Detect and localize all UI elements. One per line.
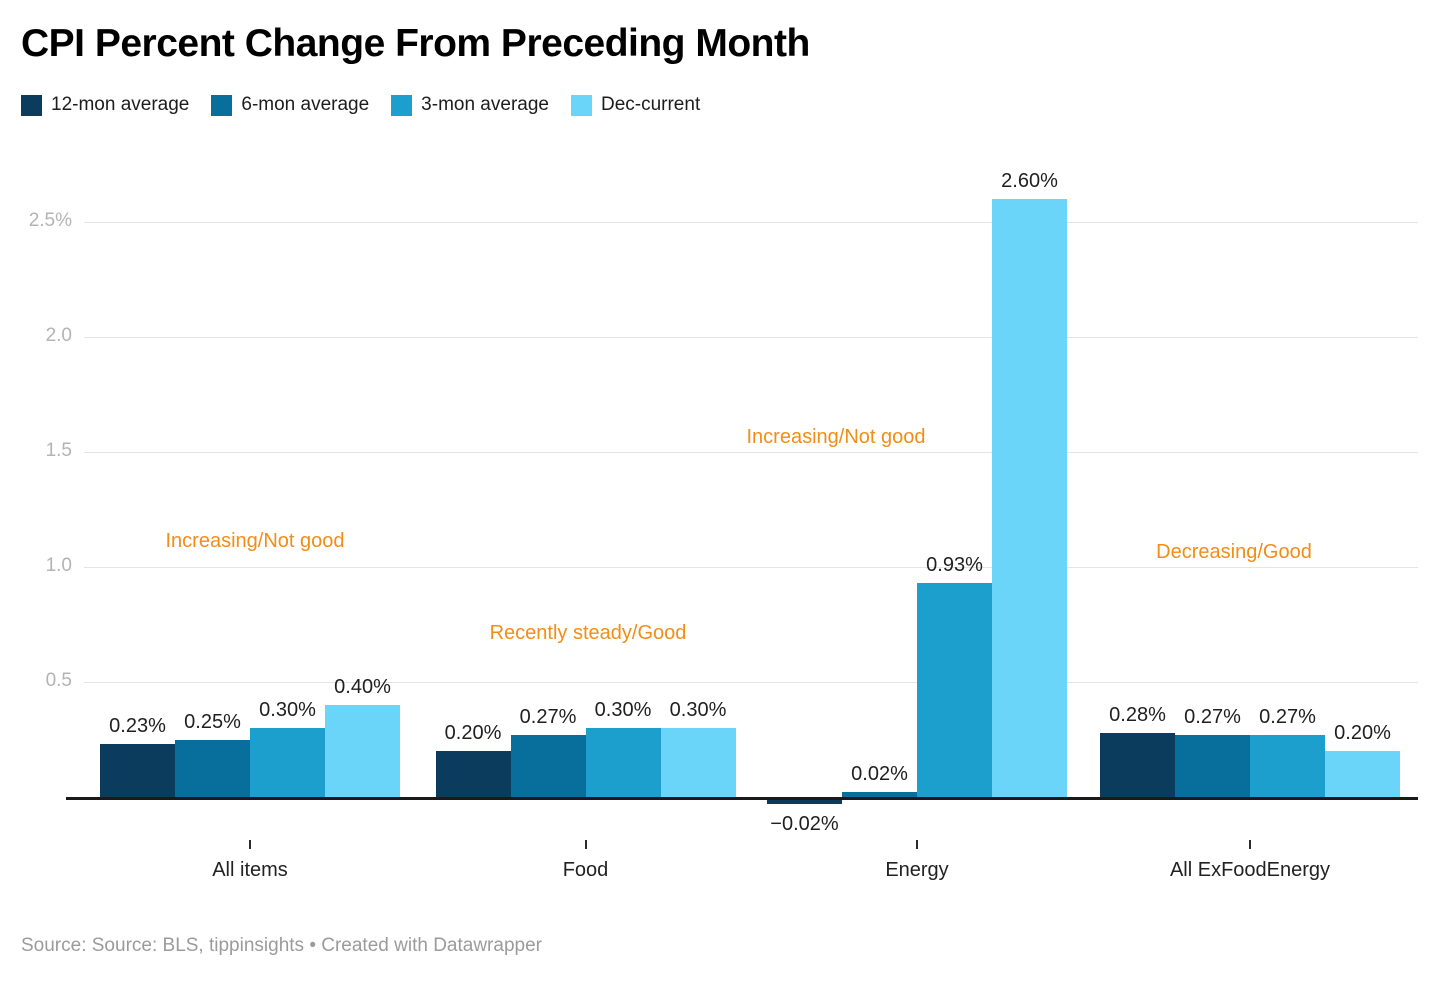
x-axis-category-label: All items: [212, 859, 288, 881]
bar-6-mon-average-energy[interactable]: [842, 792, 917, 797]
chart-annotation: Decreasing/Good: [1156, 541, 1312, 563]
bar-3-mon-average-all-exfoodenergy[interactable]: [1250, 734, 1325, 797]
legend-label: 12-mon average: [51, 94, 190, 115]
x-axis-category-label: All ExFoodEnergy: [1169, 859, 1331, 881]
legend-item-12-mon-average: 12-mon average: [21, 94, 189, 116]
gridline: [84, 567, 1418, 568]
x-axis-category-label: Energy: [885, 859, 949, 881]
bar-3-mon-average-energy[interactable]: [917, 583, 992, 797]
legend-item-3-mon-average: 3-mon average: [391, 94, 549, 116]
bar-dec-current-all-exfoodenergy[interactable]: [1325, 751, 1400, 797]
chart-annotation: Recently steady/Good: [489, 622, 687, 644]
bar-value-label: 0.30%: [594, 699, 652, 721]
x-axis-category-label: Food: [562, 859, 609, 881]
legend-swatch-icon: [211, 94, 233, 116]
x-axis-tick: [249, 840, 251, 849]
legend-swatch-icon: [570, 94, 592, 116]
bar-3-mon-average-all-items[interactable]: [250, 728, 325, 797]
legend: 12-mon average 6-mon average 3-mon average…: [21, 94, 700, 116]
gridline: [84, 337, 1418, 338]
bar-6-mon-average-all-items[interactable]: [175, 739, 250, 797]
legend-label: 3-mon average: [421, 94, 549, 115]
legend-label: 6-mon average: [241, 94, 370, 115]
chart-annotation: Increasing/Not good: [746, 426, 926, 448]
chart-annotation: Increasing/Not good: [165, 530, 345, 552]
bar-value-label: 0.30%: [669, 699, 727, 721]
y-axis-tick-label: 2.5%: [28, 210, 72, 231]
bar-value-label: 0.02%: [851, 763, 908, 786]
source-attribution: Source: Source: BLS, tippinsights • Crea…: [21, 935, 542, 956]
bar-value-label: 0.28%: [1109, 703, 1166, 726]
x-axis-tick: [916, 840, 918, 849]
y-axis-tick-label: 0.5: [45, 670, 72, 691]
bar-value-label: 0.93%: [926, 554, 983, 577]
bar-value-label: 0.23%: [109, 715, 166, 738]
bar-value-label: 0.20%: [444, 722, 502, 744]
y-axis-tick-label: 1.0: [45, 555, 72, 576]
bar-12-mon-average-all-exfoodenergy[interactable]: [1100, 732, 1175, 797]
bar-value-label: 0.30%: [259, 699, 316, 721]
x-axis-tick: [584, 840, 587, 849]
y-axis-tick-label: 1.5: [45, 440, 72, 461]
gridline: [84, 452, 1418, 453]
legend-swatch-icon: [21, 94, 42, 116]
bar-dec-current-food[interactable]: [660, 728, 736, 797]
bar-3-mon-average-food[interactable]: [585, 728, 661, 797]
bar-12-mon-average-energy[interactable]: [767, 799, 842, 804]
bar-6-mon-average-food[interactable]: [510, 734, 586, 797]
bar-value-label: 0.27%: [519, 705, 577, 728]
bar-value-label: 0.27%: [1184, 705, 1241, 728]
bar-6-mon-average-all-exfoodenergy[interactable]: [1175, 734, 1250, 797]
legend-swatch-icon: [391, 94, 413, 116]
y-axis-tick-label: 2.0: [45, 325, 72, 346]
gridline: [84, 682, 1418, 683]
bar-dec-current-energy[interactable]: [992, 199, 1067, 797]
x-axis-tick: [1249, 840, 1251, 849]
legend-label: Dec-current: [600, 94, 701, 115]
chart-title: CPI Percent Change From Preceding Month: [21, 22, 810, 65]
bar-value-label: 0.40%: [334, 676, 391, 698]
gridline: [84, 222, 1418, 223]
legend-item-6-mon-average: 6-mon average: [211, 94, 369, 116]
legend-item-dec-current: Dec-current: [570, 94, 701, 116]
x-axis-baseline: [66, 797, 1418, 800]
bar-12-mon-average-all-items[interactable]: [100, 744, 175, 797]
bar-value-label: 2.60%: [1001, 170, 1058, 192]
bar-dec-current-all-items[interactable]: [325, 705, 400, 797]
bar-value-label: 0.27%: [1259, 705, 1316, 728]
bar-value-label: 0.20%: [1334, 722, 1391, 744]
bar-12-mon-average-food[interactable]: [435, 751, 511, 797]
bar-value-label: 0.25%: [184, 710, 241, 733]
bar-value-label: −0.02%: [770, 812, 839, 835]
